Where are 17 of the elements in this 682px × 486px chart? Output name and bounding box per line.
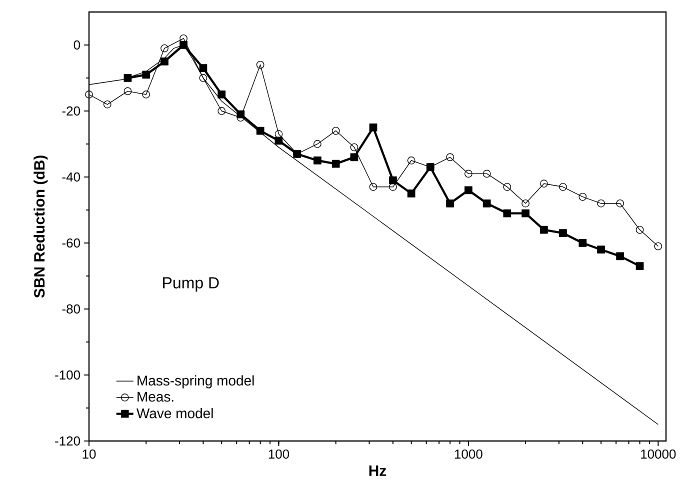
y-tick-label: 0 xyxy=(74,40,80,50)
legend-label: Wave model xyxy=(136,408,213,418)
y-tick-label: -120 xyxy=(55,436,80,446)
y-tick-label: -40 xyxy=(62,172,80,182)
y-axis-title: SBN Reduction (dB) xyxy=(34,156,48,298)
y-tick-label: -80 xyxy=(62,304,80,314)
x-axis-title: Hz xyxy=(369,466,386,476)
legend-label: Meas. xyxy=(138,392,174,402)
y-tick-label: -20 xyxy=(62,106,80,116)
x-tick-label: 100 xyxy=(268,450,290,459)
x-tick-label: 1000 xyxy=(454,450,482,459)
annotation: Pump D xyxy=(163,277,219,292)
y-tick-label: -60 xyxy=(62,238,80,248)
x-tick-label: 10000 xyxy=(641,450,676,459)
legend-label: Mass-spring model xyxy=(138,375,254,388)
y-tick-label: -100 xyxy=(55,370,80,380)
x-tick-label: 10 xyxy=(82,450,96,459)
